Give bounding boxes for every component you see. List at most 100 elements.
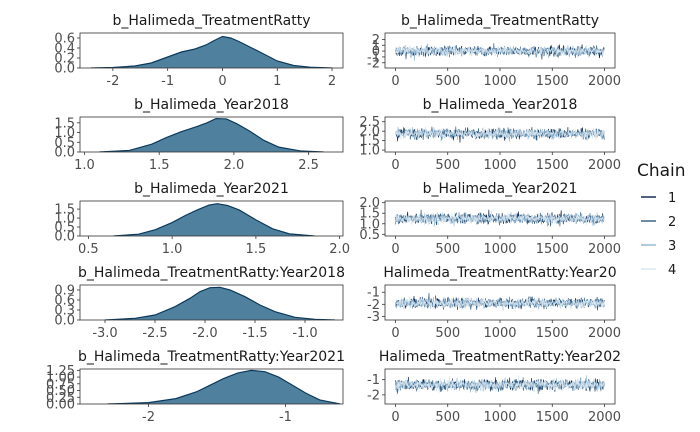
y-tick-label: 1.5 xyxy=(54,116,75,131)
x-tick-label: 0 xyxy=(391,410,399,425)
x-tick-label: -1 xyxy=(161,74,174,89)
x-tick-label: 1.5 xyxy=(246,242,267,257)
y-tick-label: 0.6 xyxy=(54,32,75,47)
x-tick-label: 0 xyxy=(391,74,399,89)
trace-chain-4 xyxy=(395,44,605,59)
density-area xyxy=(107,370,341,404)
x-tick-label: 2000 xyxy=(588,326,621,341)
y-tick-label: 2.0 xyxy=(359,196,380,211)
y-tick-label: 0.5 xyxy=(359,228,380,243)
panel-title: b_Halimeda_TreatmentRatty:Year2021 xyxy=(78,349,345,365)
x-tick-label: 0 xyxy=(218,74,226,89)
y-tick-label: 0.2 xyxy=(54,52,75,67)
panel-border xyxy=(79,116,344,153)
panel-title: Halimeda_TreatmentRatty:Year202 xyxy=(379,349,621,365)
panel-8: b_Halimeda_TreatmentRatty:Year20210.000.… xyxy=(46,349,345,425)
panel-title: b_Halimeda_TreatmentRatty xyxy=(401,13,599,29)
y-tick-label: 0 xyxy=(372,45,380,60)
x-tick-label: 500 xyxy=(435,410,460,425)
density-area xyxy=(105,287,335,320)
x-tick-label: 1000 xyxy=(483,410,516,425)
legend: Chain 1 2 3 4 xyxy=(637,161,686,278)
y-tick-label: 0.6 xyxy=(54,294,75,309)
x-tick-label: -1.0 xyxy=(292,326,317,341)
x-tick-label: 2.5 xyxy=(298,158,319,173)
x-tick-label: 2 xyxy=(328,74,336,89)
y-tick-label: 2.5 xyxy=(359,115,380,130)
x-tick-label: 1000 xyxy=(483,158,516,173)
x-tick-label: 2000 xyxy=(588,242,621,257)
y-tick-label: -1 xyxy=(367,286,380,301)
x-tick-label: -2 xyxy=(142,410,155,425)
legend-label-3: 3 xyxy=(668,239,676,254)
x-tick-label: -1 xyxy=(279,410,292,425)
density-line xyxy=(113,203,315,236)
panel-border xyxy=(79,32,344,69)
x-tick-label: 1.5 xyxy=(149,158,170,173)
x-tick-label: 1500 xyxy=(536,158,569,173)
panel-5: b_Halimeda_Year2021 0.51.01.52.0 0 500 1000 1… xyxy=(359,181,621,257)
y-tick-label: 0.75 xyxy=(46,377,75,392)
x-tick-label: 2.0 xyxy=(329,242,350,257)
x-tick-label: 2000 xyxy=(588,74,621,89)
panel-title: b_Halimeda_TreatmentRatty:Year2018 xyxy=(78,265,345,281)
panel-0: b_Halimeda_TreatmentRatty 0.00.20.40.6 -2 -… xyxy=(54,13,344,89)
y-tick-label: -3 xyxy=(367,310,380,325)
legend-label-2: 2 xyxy=(668,215,676,230)
x-tick-label: 1500 xyxy=(536,74,569,89)
y-tick-label: 1.0 xyxy=(359,217,380,232)
y-tick-label: 1.0 xyxy=(359,144,380,159)
density-line xyxy=(107,369,341,404)
legend-title: Chain xyxy=(637,161,686,181)
x-tick-label: 1500 xyxy=(536,326,569,341)
density-area xyxy=(113,203,315,236)
y-tick-label: 1.0 xyxy=(54,126,75,141)
x-tick-label: 1500 xyxy=(536,410,569,425)
panel-title: b_Halimeda_Year2021 xyxy=(423,181,578,197)
trace-chain-4 xyxy=(395,297,605,311)
y-tick-label: 2.0 xyxy=(359,125,380,140)
panel-title: Halimeda_TreatmentRatty:Year20 xyxy=(383,265,616,281)
density-area xyxy=(90,36,333,68)
y-tick-label: -1 xyxy=(367,373,380,388)
y-tick-label: 0.9 xyxy=(54,284,75,299)
y-tick-label: -1 xyxy=(367,50,380,65)
density-line xyxy=(90,35,333,68)
panel-border xyxy=(79,368,344,405)
panel-border xyxy=(79,200,344,237)
y-tick-label: 2 xyxy=(372,33,380,48)
trace-chain-4 xyxy=(395,375,605,393)
panel-7: Halimeda_TreatmentRatty:Year20 -3-2-1 0 500… xyxy=(367,265,621,341)
panel-title: b_Halimeda_Year2018 xyxy=(134,97,289,113)
y-tick-label: 0.5 xyxy=(54,136,75,151)
panel-title: b_Halimeda_Year2021 xyxy=(134,181,289,197)
y-tick-label: 1.5 xyxy=(359,134,380,149)
x-tick-label: 0.5 xyxy=(78,242,99,257)
y-tick-label: -2 xyxy=(367,56,380,71)
x-tick-label: 0 xyxy=(391,242,399,257)
trace-chain-4 xyxy=(395,126,605,142)
y-tick-label: 1.5 xyxy=(54,203,75,218)
x-tick-label: 500 xyxy=(435,326,460,341)
x-tick-label: 1000 xyxy=(483,242,516,257)
x-tick-label: 0 xyxy=(391,326,399,341)
y-tick-label: 0.0 xyxy=(54,146,75,161)
x-tick-label: -2 xyxy=(106,74,119,89)
y-tick-label: 1.25 xyxy=(46,364,75,379)
y-tick-label: 0.25 xyxy=(46,391,75,406)
x-tick-label: 1 xyxy=(273,74,281,89)
panel-9: Halimeda_TreatmentRatty:Year202 -2-1 0 500 1… xyxy=(367,349,621,425)
panel-title: b_Halimeda_Year2018 xyxy=(423,97,578,113)
y-tick-label: 1.00 xyxy=(46,371,75,386)
x-tick-label: 2.0 xyxy=(224,158,245,173)
x-tick-label: 1.0 xyxy=(74,158,95,173)
density-line xyxy=(104,286,336,320)
x-tick-label: -1.5 xyxy=(242,326,267,341)
x-tick-label: -2.5 xyxy=(142,326,167,341)
x-tick-label: 500 xyxy=(435,74,460,89)
density-area xyxy=(99,118,324,152)
